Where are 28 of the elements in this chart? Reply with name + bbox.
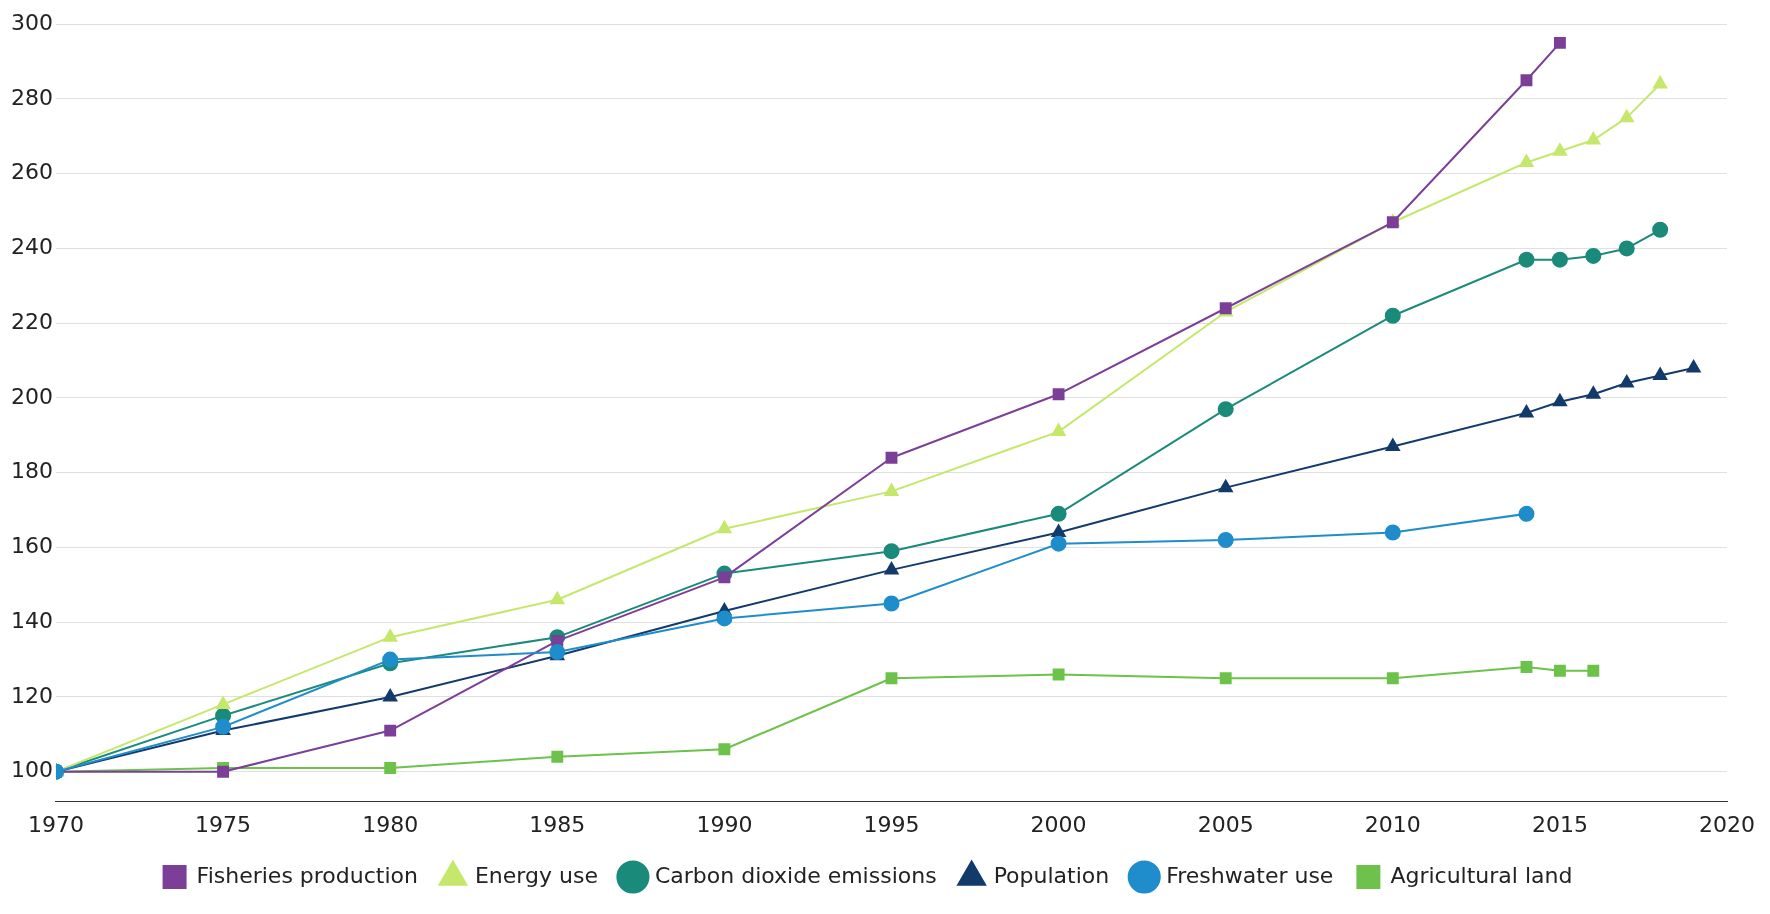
x-tick-label: 1980 [362, 811, 419, 837]
y-tick-label: 260 [10, 159, 53, 185]
legend-label: Energy use [474, 862, 598, 888]
x-tick-label: 2020 [1699, 811, 1756, 837]
legend-label: Carbon dioxide emissions [654, 862, 937, 888]
x-tick-label: 1985 [529, 811, 586, 837]
y-tick-label: 300 [10, 9, 53, 35]
x-tick-label: 1975 [195, 811, 252, 837]
y-tick-label: 200 [10, 383, 53, 409]
y-tick-label: 240 [10, 234, 53, 260]
x-tick-label: 2010 [1364, 811, 1421, 837]
y-tick-label: 120 [10, 682, 53, 708]
x-tick-label: 1990 [696, 811, 753, 837]
y-tick-label: 180 [10, 458, 53, 484]
legend-label: Freshwater use [1166, 862, 1334, 888]
x-tick-label: 2000 [1030, 811, 1087, 837]
legend-label: Fisheries production [196, 862, 418, 888]
y-tick-label: 220 [10, 308, 53, 334]
x-tick-label: 2015 [1531, 811, 1588, 837]
legend-label: Agricultural land [1390, 862, 1573, 888]
y-tick-label: 280 [10, 84, 53, 110]
y-tick-label: 100 [10, 757, 53, 783]
x-tick-label: 1995 [863, 811, 920, 837]
x-tick-label: 1970 [27, 811, 84, 837]
y-tick-label: 140 [10, 607, 53, 633]
legend-label: Population [993, 862, 1110, 888]
y-tick-label: 160 [10, 533, 53, 559]
x-tick-label: 2005 [1197, 811, 1254, 837]
